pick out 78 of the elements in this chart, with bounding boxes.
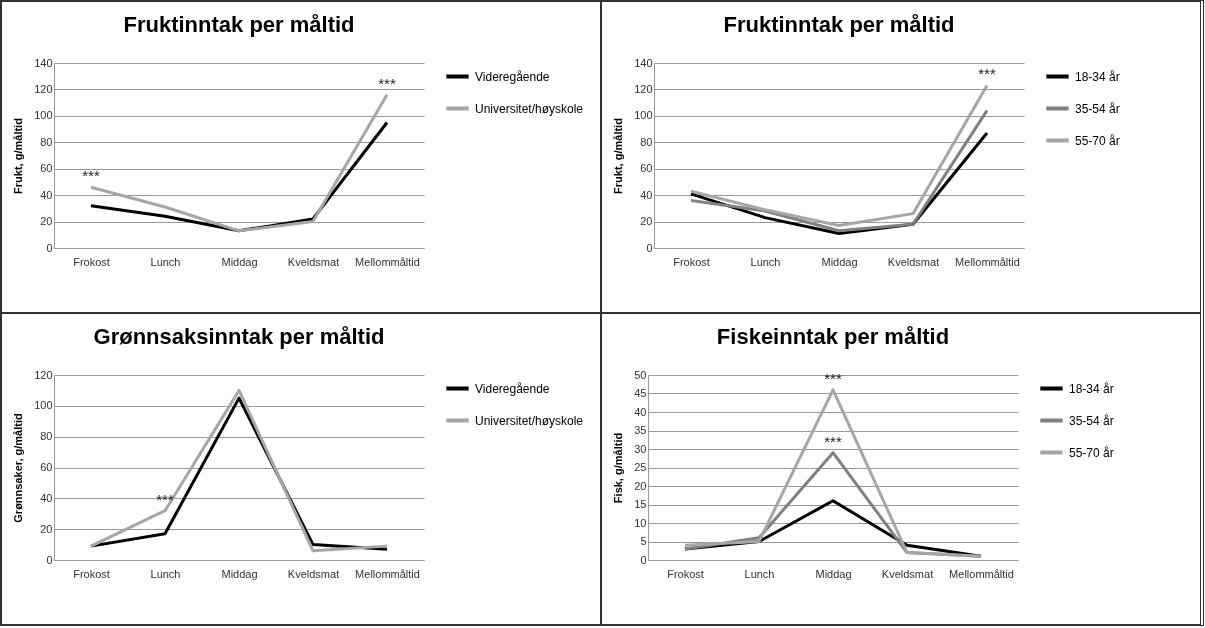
x-tick-label: Frokost: [673, 255, 710, 268]
y-tick-label: 25: [634, 461, 647, 473]
y-tick-label: 20: [40, 522, 53, 535]
x-tick-label: Frokost: [73, 567, 110, 580]
x-tick-label: Mellommåltid: [955, 255, 1020, 268]
x-tick-label: Middag: [221, 255, 258, 268]
legend-label: 55-70 år: [1075, 133, 1120, 148]
chart-title: Fruktinntak per måltid: [123, 12, 355, 37]
y-tick-label: 35: [634, 424, 647, 436]
chart-title: Fiskeinntak per måltid: [716, 324, 950, 349]
x-tick-label: Kveldsmat: [881, 567, 934, 580]
chart-title: Grønnsaksinntak per måltid: [93, 324, 385, 349]
x-tick-label: Kveldsmat: [287, 567, 340, 580]
annotation: ***: [824, 432, 842, 450]
y-tick-label: 60: [640, 162, 653, 175]
y-tick-label: 30: [634, 442, 647, 455]
y-tick-label: 140: [34, 56, 53, 69]
y-tick-label: 80: [640, 135, 653, 148]
y-tick-label: 100: [634, 109, 653, 122]
y-tick-label: 40: [40, 491, 53, 504]
x-tick-label: Frokost: [73, 255, 110, 268]
x-tick-label: Lunch: [150, 255, 181, 268]
x-tick-label: Middag: [821, 255, 858, 268]
y-tick-label: 140: [634, 56, 653, 69]
legend-label: 18-34 år: [1075, 69, 1120, 84]
y-tick-label: 20: [40, 215, 53, 228]
y-tick-label: 60: [40, 461, 53, 473]
y-tick-label: 45: [634, 387, 647, 399]
y-tick-label: 50: [634, 368, 647, 381]
annotation: ***: [156, 490, 174, 508]
x-tick-label: Lunch: [744, 567, 775, 580]
x-tick-label: Kveldsmat: [287, 255, 340, 268]
y-tick-label: 120: [634, 82, 653, 95]
y-tick-label: 60: [40, 162, 53, 175]
legend-label: 35-54 år: [1069, 413, 1114, 428]
y-tick-label: 10: [634, 516, 647, 529]
chart-title: Fruktinntak per måltid: [723, 12, 955, 37]
y-tick-label: 40: [640, 188, 653, 201]
annotation: ***: [378, 74, 396, 92]
y-tick-label: 0: [640, 553, 647, 566]
x-tick-label: Frokost: [667, 567, 704, 580]
y-axis-title: Frukt, g/måltid: [612, 118, 625, 194]
x-tick-label: Kveldsmat: [887, 255, 940, 268]
y-tick-label: 0: [46, 241, 53, 254]
legend-label: Videregående: [475, 381, 550, 396]
y-tick-label: 20: [634, 479, 647, 492]
legend-label: Universitet/høyskole: [475, 413, 584, 428]
y-tick-label: 100: [34, 399, 53, 412]
x-tick-label: Mellommåltid: [355, 255, 420, 268]
y-tick-label: 15: [634, 498, 647, 510]
annotation: ***: [824, 369, 842, 387]
y-tick-label: 5: [640, 535, 647, 547]
y-tick-label: 0: [46, 553, 53, 566]
y-tick-label: 100: [34, 109, 53, 122]
y-tick-label: 20: [640, 215, 653, 228]
legend-label: 55-70 år: [1069, 445, 1114, 460]
y-tick-label: 0: [646, 241, 653, 254]
y-axis-title: Grønnsaker, g/måltid: [12, 413, 25, 523]
x-tick-label: Lunch: [750, 255, 781, 268]
y-tick-label: 40: [634, 405, 647, 418]
x-tick-label: Middag: [221, 567, 258, 580]
annotation: ***: [82, 167, 100, 185]
x-tick-label: Mellommåltid: [949, 567, 1014, 580]
legend-label: 35-54 år: [1075, 101, 1120, 116]
y-axis-title: Fisk, g/måltid: [612, 432, 625, 504]
annotation: ***: [978, 65, 996, 83]
legend-label: Universitet/høyskole: [475, 101, 584, 116]
y-tick-label: 80: [40, 430, 53, 443]
x-tick-label: Lunch: [150, 567, 181, 580]
legend-label: 18-34 år: [1069, 381, 1114, 396]
y-tick-label: 80: [40, 135, 53, 148]
y-tick-label: 120: [34, 82, 53, 95]
y-tick-label: 40: [40, 188, 53, 201]
y-axis-title: Frukt, g/måltid: [12, 118, 25, 194]
legend-label: Videregående: [475, 69, 550, 84]
x-tick-label: Middag: [815, 567, 852, 580]
x-tick-label: Mellommåltid: [355, 567, 420, 580]
y-tick-label: 120: [34, 368, 53, 381]
